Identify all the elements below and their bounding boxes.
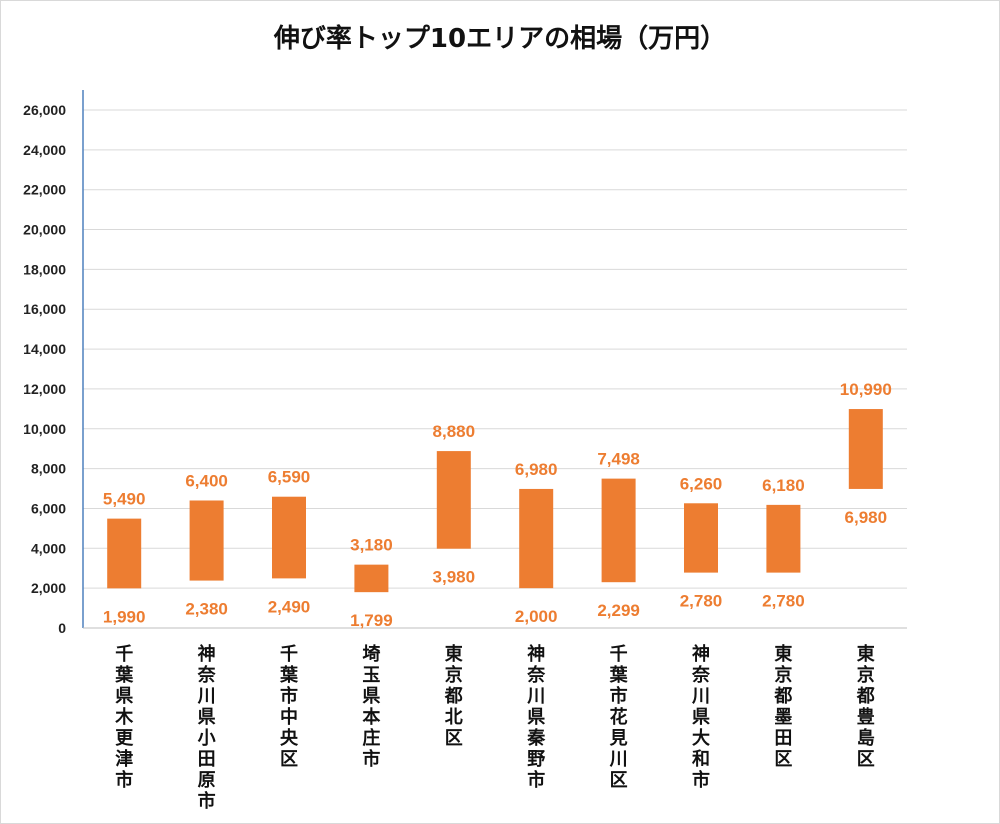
high-value-label: 3,180 xyxy=(350,536,393,555)
high-value-label: 8,880 xyxy=(433,422,476,441)
range-bar xyxy=(684,503,718,573)
y-tick-label: 24,000 xyxy=(23,142,66,158)
high-value-label: 6,180 xyxy=(762,476,805,495)
low-value-label: 1,990 xyxy=(103,607,146,626)
low-value-label: 2,490 xyxy=(268,597,311,616)
y-tick-label: 8,000 xyxy=(31,461,66,477)
category-label: 神奈川県大和市 xyxy=(691,643,711,791)
range-bar xyxy=(436,451,471,549)
low-value-label: 2,780 xyxy=(680,592,723,611)
high-value-label: 6,260 xyxy=(680,474,723,493)
range-bar xyxy=(601,478,636,583)
y-tick-label: 4,000 xyxy=(31,540,66,556)
y-tick-label: 20,000 xyxy=(23,222,66,238)
category-label: 東京都北区 xyxy=(444,643,463,749)
chart-title: 伸び率トップ10エリアの相場（万円） xyxy=(273,24,727,54)
low-value-label: 6,980 xyxy=(845,508,888,527)
category-label: 埼玉県本庄市 xyxy=(362,643,380,770)
low-value-label: 1,799 xyxy=(350,611,393,630)
low-value-label: 2,299 xyxy=(597,601,640,620)
category-label: 神奈川県小田原市 xyxy=(197,643,217,812)
y-tick-label: 18,000 xyxy=(23,261,66,277)
y-tick-label: 26,000 xyxy=(23,102,66,118)
range-bar xyxy=(189,500,224,581)
range-bar xyxy=(766,504,801,573)
category-label: 千葉市中央区 xyxy=(279,644,299,770)
high-value-label: 6,590 xyxy=(268,468,311,487)
low-value-label: 2,380 xyxy=(185,600,228,619)
low-value-label: 2,780 xyxy=(762,592,805,611)
category-label: 東京都墨田区 xyxy=(773,643,792,770)
y-tick-label: 12,000 xyxy=(23,381,66,397)
y-tick-label: 10,000 xyxy=(23,421,66,437)
high-value-label: 7,498 xyxy=(597,450,640,469)
high-value-label: 10,990 xyxy=(840,380,892,399)
range-bar xyxy=(519,488,554,589)
y-tick-label: 6,000 xyxy=(31,500,66,516)
y-tick-label: 2,000 xyxy=(31,580,66,596)
high-value-label: 5,490 xyxy=(103,490,146,509)
y-tick-label: 14,000 xyxy=(23,341,66,357)
range-bar xyxy=(354,564,389,593)
category-label: 東京都豊島区 xyxy=(856,643,875,770)
range-bar xyxy=(107,518,142,589)
high-value-label: 6,980 xyxy=(515,460,558,479)
y-tick-label: 0 xyxy=(58,620,66,636)
y-tick-label: 22,000 xyxy=(23,182,66,198)
high-value-label: 6,400 xyxy=(185,471,228,490)
y-tick-label: 16,000 xyxy=(23,301,66,317)
low-value-label: 2,000 xyxy=(515,607,558,626)
category-label: 千葉県木更津市 xyxy=(114,644,134,791)
category-label: 神奈川県秦野市 xyxy=(526,643,546,791)
low-value-label: 3,980 xyxy=(433,568,476,587)
range-bar xyxy=(272,496,306,579)
range-bar xyxy=(848,409,883,489)
category-label: 千葉市花見川区 xyxy=(609,644,629,791)
